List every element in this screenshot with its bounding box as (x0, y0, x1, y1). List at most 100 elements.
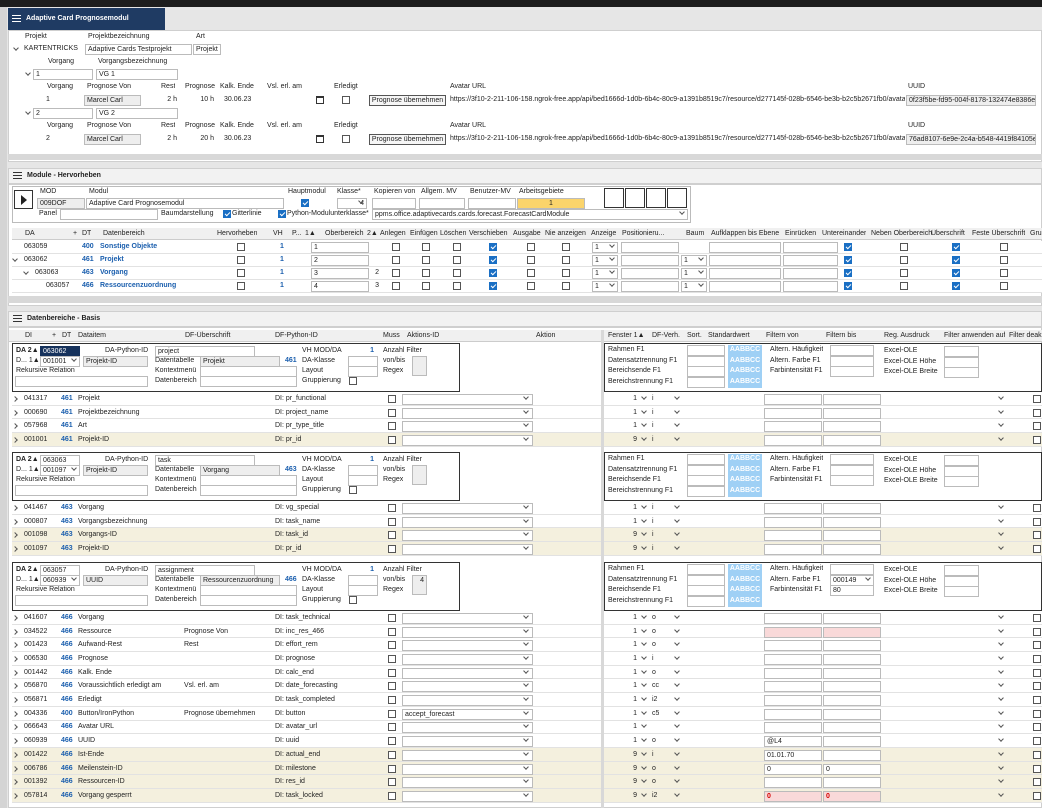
filter-to[interactable] (823, 407, 881, 419)
select-box[interactable] (402, 626, 533, 638)
filter-to[interactable] (823, 640, 881, 652)
filter-from[interactable] (764, 667, 822, 679)
filter-to[interactable] (823, 722, 881, 734)
checkbox[interactable] (562, 256, 570, 264)
input[interactable] (944, 346, 979, 357)
select-box[interactable] (687, 377, 725, 388)
checkbox[interactable] (562, 269, 570, 277)
select-box[interactable] (402, 407, 533, 419)
filter-from[interactable] (764, 626, 822, 638)
select-box[interactable] (402, 722, 533, 734)
select-box[interactable]: 060939 (40, 575, 80, 586)
toolbar-icon[interactable] (604, 188, 624, 208)
filter-count[interactable] (412, 465, 427, 485)
checkbox[interactable] (388, 682, 396, 691)
filter-from[interactable] (764, 421, 822, 433)
filter-to[interactable] (823, 708, 881, 720)
checkbox[interactable] (388, 435, 396, 444)
intensity[interactable]: 80 (830, 585, 874, 596)
position[interactable]: 4 (311, 281, 369, 292)
checkbox[interactable] (388, 627, 396, 636)
select-box[interactable] (402, 749, 533, 761)
checkbox[interactable] (422, 282, 430, 290)
select-box[interactable] (402, 393, 533, 405)
vorgang-id[interactable]: 2 (33, 108, 93, 119)
select-box[interactable]: 4 (337, 198, 367, 209)
select-box[interactable] (687, 596, 725, 607)
filter-count[interactable]: 4 (412, 575, 427, 595)
filter-to[interactable] (823, 777, 881, 789)
vorgang-name[interactable]: VG 1 (96, 69, 178, 80)
checkbox[interactable] (1000, 243, 1008, 251)
input[interactable] (944, 476, 979, 487)
toolbar-icon[interactable] (625, 188, 645, 208)
select-box[interactable]: 001097 (40, 465, 80, 476)
resource[interactable]: Marcel Carl (84, 95, 141, 106)
filter-to[interactable] (823, 667, 881, 679)
filter-from[interactable] (764, 407, 822, 419)
input[interactable] (709, 242, 781, 253)
checkbox[interactable] (1033, 682, 1041, 691)
checkbox[interactable] (422, 256, 430, 264)
filter-from[interactable] (764, 695, 822, 707)
filter-count[interactable] (412, 356, 427, 376)
checkbox[interactable] (527, 269, 535, 277)
checkbox[interactable] (900, 256, 908, 264)
input[interactable] (944, 586, 979, 597)
select-box[interactable] (687, 366, 725, 377)
select-box[interactable] (402, 530, 533, 542)
filter-to[interactable] (823, 502, 881, 514)
menu-icon[interactable] (13, 315, 22, 322)
position[interactable]: 3 (311, 268, 369, 279)
input[interactable] (200, 485, 297, 496)
checkbox[interactable] (1033, 778, 1041, 787)
checkbox[interactable] (422, 269, 430, 277)
checkbox[interactable] (1000, 282, 1008, 290)
menu-icon[interactable] (13, 172, 22, 179)
checkbox[interactable] (388, 696, 396, 705)
checkbox[interactable] (1033, 394, 1041, 403)
checkbox[interactable] (489, 282, 497, 290)
checkbox[interactable] (349, 596, 357, 604)
checkbox[interactable] (1000, 269, 1008, 277)
filter-to[interactable] (823, 530, 881, 542)
select-box[interactable] (687, 454, 725, 465)
checkbox[interactable] (1033, 723, 1041, 732)
checkbox[interactable] (342, 135, 350, 143)
checkbox[interactable] (1033, 422, 1041, 431)
checkbox[interactable] (388, 791, 396, 800)
checkbox[interactable] (342, 96, 350, 104)
filter-from[interactable]: @L4 (764, 736, 822, 748)
select-box[interactable] (402, 502, 533, 514)
checkbox[interactable] (422, 243, 430, 251)
filter-from[interactable] (764, 612, 822, 624)
checkbox[interactable] (388, 544, 396, 553)
checkbox[interactable] (844, 243, 852, 251)
resource[interactable]: Marcel Carl (84, 134, 141, 145)
checkbox[interactable] (278, 210, 286, 218)
input[interactable] (944, 367, 979, 378)
checkbox[interactable] (453, 256, 461, 264)
select-box[interactable]: 1 (681, 255, 707, 266)
input[interactable] (200, 376, 297, 387)
filter-to[interactable] (823, 393, 881, 405)
filter-to[interactable] (823, 421, 881, 433)
input[interactable] (944, 565, 979, 576)
filter-from[interactable] (764, 393, 822, 405)
select-box[interactable]: 1 (592, 242, 618, 253)
checkbox[interactable] (388, 394, 396, 403)
checkbox[interactable] (1033, 654, 1041, 663)
input[interactable] (60, 209, 158, 220)
checkbox[interactable] (1033, 544, 1041, 553)
checkbox[interactable] (1033, 641, 1041, 650)
input[interactable] (709, 255, 781, 266)
checkbox[interactable] (1033, 531, 1041, 540)
checkbox[interactable] (952, 243, 960, 251)
button[interactable]: Prognose übernehmen (369, 95, 446, 106)
vorgang-id[interactable]: 1 (33, 69, 93, 80)
select-box[interactable] (687, 564, 725, 575)
toolbar-icon[interactable] (646, 188, 666, 208)
select-box[interactable] (402, 777, 533, 789)
checkbox[interactable] (388, 517, 396, 526)
select-box[interactable] (402, 516, 533, 528)
